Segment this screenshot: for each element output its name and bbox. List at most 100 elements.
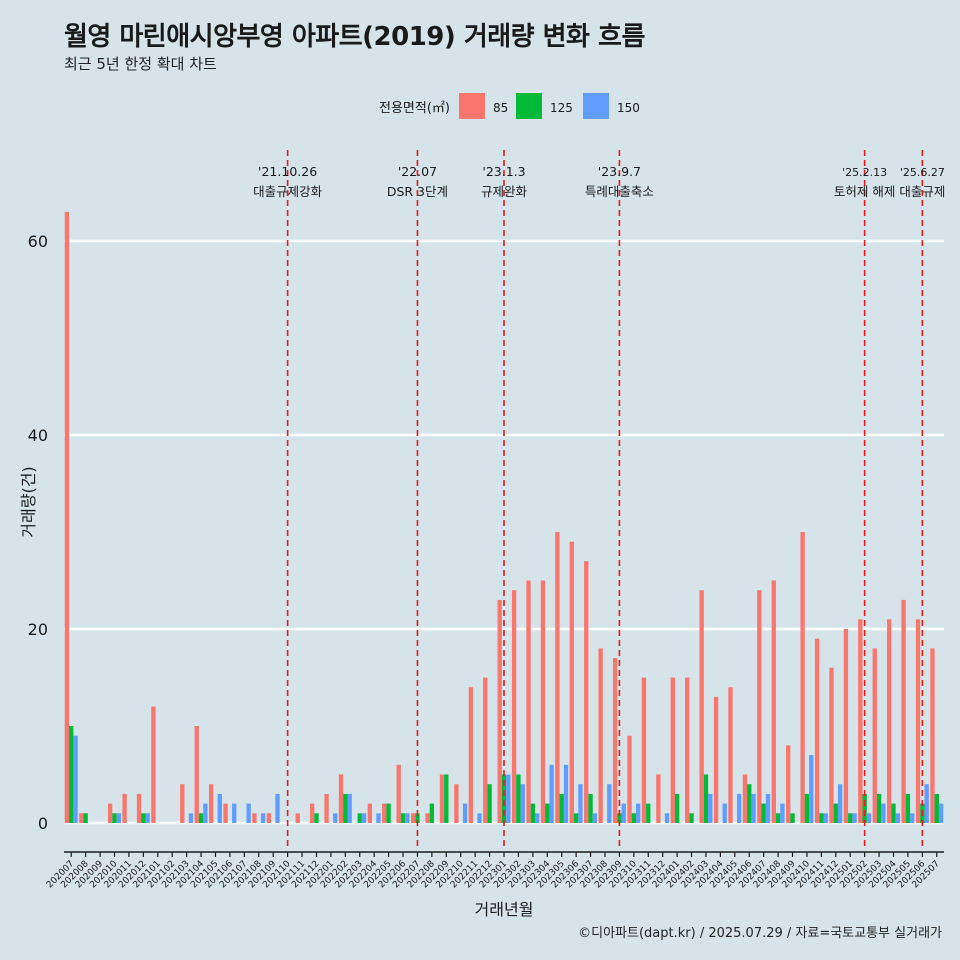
bar-150 — [477, 813, 482, 823]
bar-150 — [636, 803, 641, 823]
bar-85 — [194, 726, 199, 823]
bar-150 — [866, 813, 872, 823]
bar-85 — [483, 677, 488, 823]
y-tick-label: 40 — [28, 426, 48, 445]
bar-85 — [742, 774, 748, 823]
bar-125 — [761, 803, 766, 823]
bar-85 — [266, 813, 272, 823]
bar-85 — [713, 696, 719, 823]
bar-125 — [833, 803, 838, 823]
event-date: '23.9.7 — [598, 164, 641, 179]
y-axis-title: 거래량(건) — [19, 466, 38, 537]
y-tick-label: 20 — [28, 620, 48, 639]
bar-85 — [771, 580, 776, 823]
bar-125 — [588, 793, 593, 823]
bar-125 — [112, 813, 117, 823]
bar-125 — [804, 793, 810, 823]
event-label: DSR 3단계 — [387, 184, 448, 199]
bar-85 — [872, 648, 877, 823]
bar-125 — [689, 813, 694, 823]
bar-85 — [858, 619, 863, 823]
event-label: 특례대출축소 — [585, 184, 654, 199]
bar-125 — [862, 793, 867, 823]
bar-85 — [468, 687, 473, 823]
bar-85 — [324, 793, 329, 823]
bar-85 — [540, 580, 546, 823]
bar-150 — [520, 784, 525, 823]
bar-85 — [887, 619, 892, 823]
bar-85 — [64, 211, 70, 823]
bar-150 — [260, 813, 266, 823]
bar-85 — [901, 599, 906, 823]
bar-85 — [656, 774, 661, 823]
bar-85 — [699, 590, 704, 823]
bar-125 — [501, 774, 507, 823]
bar-125 — [573, 813, 579, 823]
bar-125 — [545, 803, 550, 823]
legend-label-85: 85 — [493, 101, 508, 115]
bar-125 — [69, 726, 74, 823]
bar-125 — [487, 784, 492, 823]
bar-85 — [584, 561, 589, 823]
bar-85 — [511, 590, 517, 823]
bar-85 — [843, 629, 849, 823]
bar-150 — [73, 735, 78, 823]
bar-85 — [569, 541, 574, 823]
bar-85 — [382, 803, 387, 823]
bar-85 — [814, 638, 820, 823]
bar-125 — [617, 813, 622, 823]
event-label: 규제완화 — [481, 184, 528, 199]
bar-150 — [823, 813, 828, 823]
bar-85 — [728, 687, 733, 823]
bar-150 — [924, 784, 929, 823]
bar-85 — [627, 735, 632, 823]
bar-85 — [800, 532, 805, 823]
bar-125 — [314, 813, 319, 823]
bar-150 — [145, 813, 150, 823]
bar-125 — [891, 803, 896, 823]
bar-150 — [621, 803, 626, 823]
bar-150 — [664, 813, 670, 823]
bar-85 — [136, 793, 142, 823]
bar-150 — [549, 764, 554, 823]
chart-title: 월영 마린애시앙부영 아파트(2019) 거래량 변화 흐름 — [64, 22, 645, 52]
bar-125 — [934, 793, 939, 823]
bar-150 — [116, 813, 121, 823]
bar-150 — [275, 793, 280, 823]
bar-125 — [559, 793, 564, 823]
bar-85 — [915, 619, 921, 823]
bar-85 — [208, 784, 214, 823]
bar-125 — [876, 793, 882, 823]
bar-125 — [646, 803, 651, 823]
bar-125 — [674, 793, 680, 823]
bar-125 — [444, 774, 449, 823]
bar-85 — [410, 813, 416, 823]
bar-85 — [180, 784, 185, 823]
event-label: 대출규제강화 — [253, 184, 323, 199]
bar-150 — [751, 793, 756, 823]
bar-85 — [786, 745, 791, 823]
bar-125 — [198, 813, 204, 823]
bar-125 — [357, 813, 362, 823]
bar-150 — [203, 803, 208, 823]
bar-150 — [592, 813, 598, 823]
bar-85 — [151, 706, 156, 823]
event-date: '22.07 — [398, 164, 437, 179]
bar-150 — [736, 793, 742, 823]
bar-85 — [930, 648, 935, 823]
legend-label-125: 125 — [550, 101, 573, 115]
event-label: 대출규제 — [899, 184, 945, 199]
bar-125 — [83, 813, 88, 823]
bar-85 — [252, 813, 257, 823]
bar-85 — [439, 774, 445, 823]
bar-150 — [881, 803, 886, 823]
bar-150 — [780, 803, 785, 823]
bar-125 — [790, 813, 795, 823]
bar-85 — [598, 648, 603, 823]
legend-label-150: 150 — [617, 101, 640, 115]
bar-125 — [141, 813, 146, 823]
bar-125 — [343, 793, 348, 823]
bar-150 — [578, 784, 583, 823]
bar-150 — [895, 813, 900, 823]
